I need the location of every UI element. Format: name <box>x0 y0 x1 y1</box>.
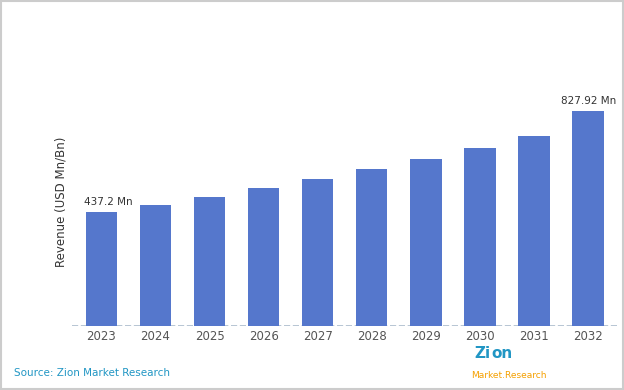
Bar <box>410 159 442 326</box>
Text: Zi: Zi <box>474 346 490 361</box>
Bar <box>572 110 603 326</box>
Text: 2024-2032 (USD Million): 2024-2032 (USD Million) <box>356 23 539 39</box>
Text: 827.92 Mn: 827.92 Mn <box>562 96 617 106</box>
Bar <box>140 204 171 326</box>
Text: CAGR : 6.60%: CAGR : 6.60% <box>96 106 197 119</box>
Bar <box>248 188 280 326</box>
Bar <box>194 197 225 326</box>
Bar <box>86 212 117 326</box>
Bar <box>464 148 495 326</box>
Text: Market.Research: Market.Research <box>471 371 547 380</box>
Y-axis label: Revenue (USD Mn/Bn): Revenue (USD Mn/Bn) <box>54 137 67 268</box>
Text: 437.2 Mn: 437.2 Mn <box>84 197 133 207</box>
Text: on: on <box>491 346 512 361</box>
Bar <box>302 179 333 326</box>
Text: Source: Zion Market Research: Source: Zion Market Research <box>14 368 170 378</box>
Bar <box>519 136 550 326</box>
Bar <box>356 169 388 326</box>
Text: Global Inorganic Scintillators Market,: Global Inorganic Scintillators Market, <box>17 22 366 40</box>
